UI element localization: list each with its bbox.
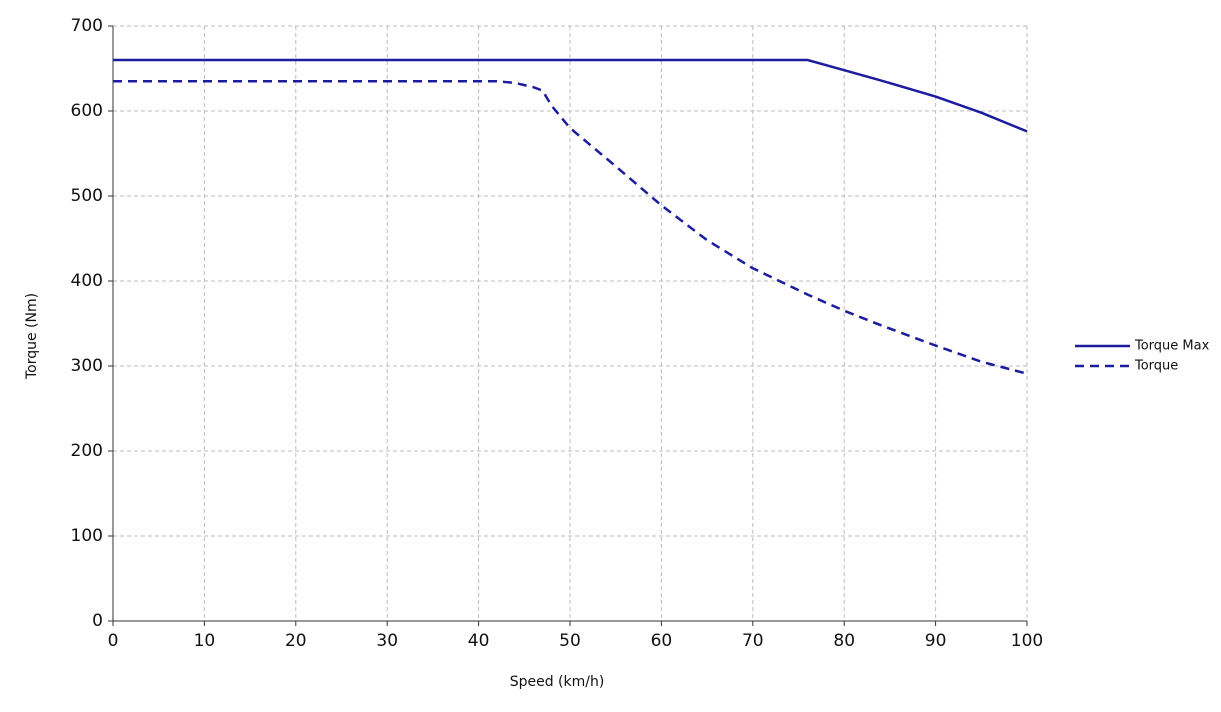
y-tick-label: 200 <box>71 441 103 461</box>
x-tick-label: 70 <box>742 631 764 651</box>
line <box>113 58 1028 133</box>
y-tick-label: 300 <box>71 356 103 376</box>
legend-label: Torque Max <box>1134 339 1210 354</box>
x-tick-label: 60 <box>651 631 673 651</box>
y-tick-label: 500 <box>71 186 103 206</box>
x-tick-label: 0 <box>108 631 119 651</box>
y-tick-label: 100 <box>71 526 103 546</box>
x-tick-label: 10 <box>194 631 216 651</box>
x-tick-label: 90 <box>925 631 947 651</box>
x-tick-label: 40 <box>468 631 490 651</box>
x-tick-label: 100 <box>1011 631 1043 651</box>
legend-label: Torque <box>1134 359 1178 374</box>
y-tick-label: 600 <box>71 101 103 121</box>
line <box>113 80 1028 375</box>
x-tick-label: 30 <box>376 631 398 651</box>
y-tick-label: 700 <box>71 16 103 36</box>
y-axis-label: Torque (Nm) <box>24 293 40 380</box>
x-tick-label: 20 <box>285 631 307 651</box>
y-tick-label: 400 <box>71 271 103 291</box>
x-tick-label: 50 <box>559 631 581 651</box>
y-tick-label: 0 <box>92 611 103 631</box>
x-tick-label: 80 <box>833 631 855 651</box>
x-axis-label: Speed (km/h) <box>510 674 605 690</box>
